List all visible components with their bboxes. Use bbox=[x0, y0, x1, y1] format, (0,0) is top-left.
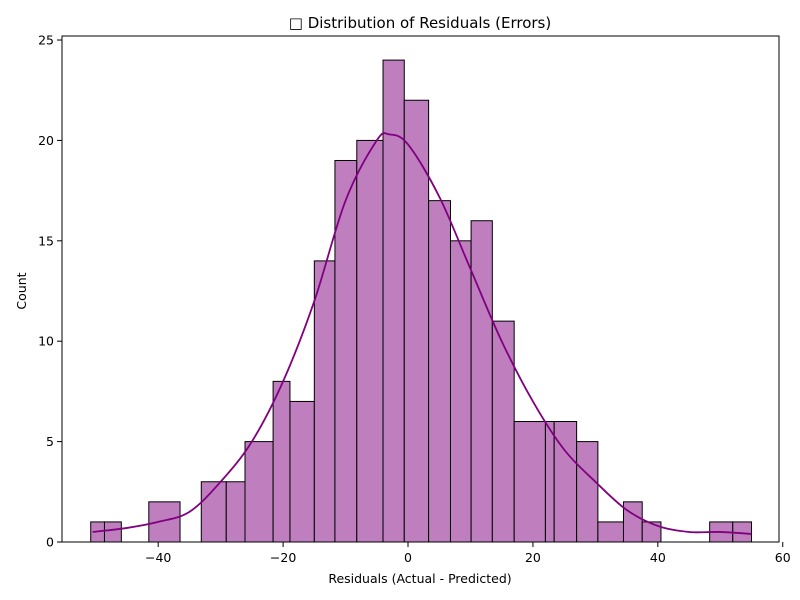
histogram-bar-2 bbox=[148, 501, 181, 543]
histogram-bar-11 bbox=[382, 59, 405, 543]
y-tick-label: 10 bbox=[38, 334, 54, 349]
y-tick-label: 0 bbox=[46, 535, 54, 550]
histogram-bar-12 bbox=[403, 99, 430, 543]
x-axis-ticks: −40 −20 0 20 40 60 bbox=[145, 542, 791, 565]
histogram-bar-6 bbox=[272, 380, 291, 543]
x-tick-label: 0 bbox=[404, 550, 412, 565]
x-tick-label: 20 bbox=[525, 550, 541, 565]
histogram-bar-5 bbox=[244, 441, 274, 543]
bars-layer bbox=[90, 59, 753, 543]
x-tick-label: −20 bbox=[270, 550, 296, 565]
kde-curve bbox=[92, 132, 752, 535]
histogram-bar-13 bbox=[428, 200, 451, 543]
y-axis-label: Count bbox=[14, 272, 29, 309]
histogram-bar-15 bbox=[470, 220, 493, 543]
histogram-bar-7 bbox=[289, 400, 315, 543]
x-tick-label: 40 bbox=[650, 550, 666, 565]
y-axis-ticks: 0 5 10 15 20 25 bbox=[38, 33, 62, 550]
histogram-bar-1 bbox=[103, 521, 122, 543]
histogram-bar-4 bbox=[225, 481, 246, 543]
histogram-bar-10 bbox=[356, 139, 384, 543]
x-axis-label: Residuals (Actual - Predicted) bbox=[328, 571, 511, 586]
x-tick-label: 60 bbox=[775, 550, 791, 565]
histogram-bar-16 bbox=[491, 320, 515, 543]
histogram-bar-8 bbox=[313, 260, 336, 543]
histogram-bar-14 bbox=[449, 240, 472, 543]
histogram-bar-17 bbox=[513, 421, 546, 543]
x-tick-label: −40 bbox=[145, 550, 171, 565]
plot-frame bbox=[61, 35, 780, 543]
histogram-bar-18 bbox=[544, 421, 555, 543]
histogram-bar-3 bbox=[200, 481, 227, 543]
chart-title: □ Distribution of Residuals (Errors) bbox=[289, 14, 551, 32]
histogram-bar-21 bbox=[597, 521, 624, 543]
histogram-bar-23 bbox=[641, 521, 662, 543]
histogram-bar-22 bbox=[622, 501, 643, 543]
histogram-bar-9 bbox=[334, 159, 358, 543]
y-tick-label: 20 bbox=[38, 133, 54, 148]
y-tick-label: 5 bbox=[46, 434, 54, 449]
histogram-bar-20 bbox=[576, 441, 599, 543]
y-tick-label: 25 bbox=[38, 33, 54, 48]
y-tick-label: 15 bbox=[38, 233, 54, 248]
